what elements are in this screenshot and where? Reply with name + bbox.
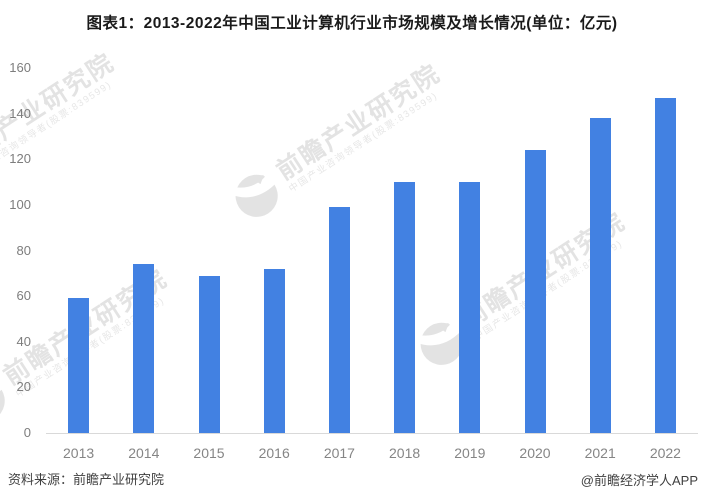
y-axis-tick-label: 140 <box>9 105 31 121</box>
y-axis-tick-label: 60 <box>16 288 31 304</box>
footer-credit: @前瞻经济学人APP <box>580 473 698 488</box>
x-axis-tick-label: 2022 <box>649 445 681 461</box>
bar-2018 <box>394 182 416 433</box>
footer-source: 资料来源：前瞻产业研究院 <box>8 472 165 487</box>
x-axis-tick-label: 2019 <box>454 445 486 461</box>
x-axis-tick-label: 2016 <box>258 445 290 461</box>
x-axis-tick-label: 2014 <box>128 445 160 461</box>
bar-2019 <box>459 182 481 433</box>
y-axis-tick-label: 20 <box>16 379 31 395</box>
bar-2020 <box>524 150 546 433</box>
y-axis-tick-label: 40 <box>16 333 31 349</box>
x-axis-line <box>46 433 698 434</box>
x-axis-tick-label: 2013 <box>63 445 95 461</box>
bar-2016 <box>263 268 285 433</box>
x-axis-tick-label: 2015 <box>193 445 225 461</box>
bar-2013 <box>68 298 90 433</box>
bar-2017 <box>328 207 350 433</box>
x-axis-tick-label: 2021 <box>584 445 616 461</box>
bar-2022 <box>654 97 676 433</box>
y-axis-tick-label: 160 <box>9 60 31 75</box>
y-axis-tick-label: 0 <box>23 425 31 440</box>
chart-title: 图表1：2013-2022年中国工业计算机行业市场规模及增长情况(单位：亿元) <box>86 15 618 32</box>
x-axis-tick-label: 2020 <box>519 445 551 461</box>
y-axis-tick-label: 100 <box>9 196 31 212</box>
x-axis-tick-label: 2018 <box>389 445 421 461</box>
bar-2021 <box>589 118 611 433</box>
bar-2014 <box>133 264 155 433</box>
y-axis-tick-label: 120 <box>9 151 31 167</box>
y-axis-tick-label: 80 <box>16 242 31 258</box>
x-axis-tick-label: 2017 <box>323 445 355 461</box>
bar-2015 <box>198 275 220 433</box>
